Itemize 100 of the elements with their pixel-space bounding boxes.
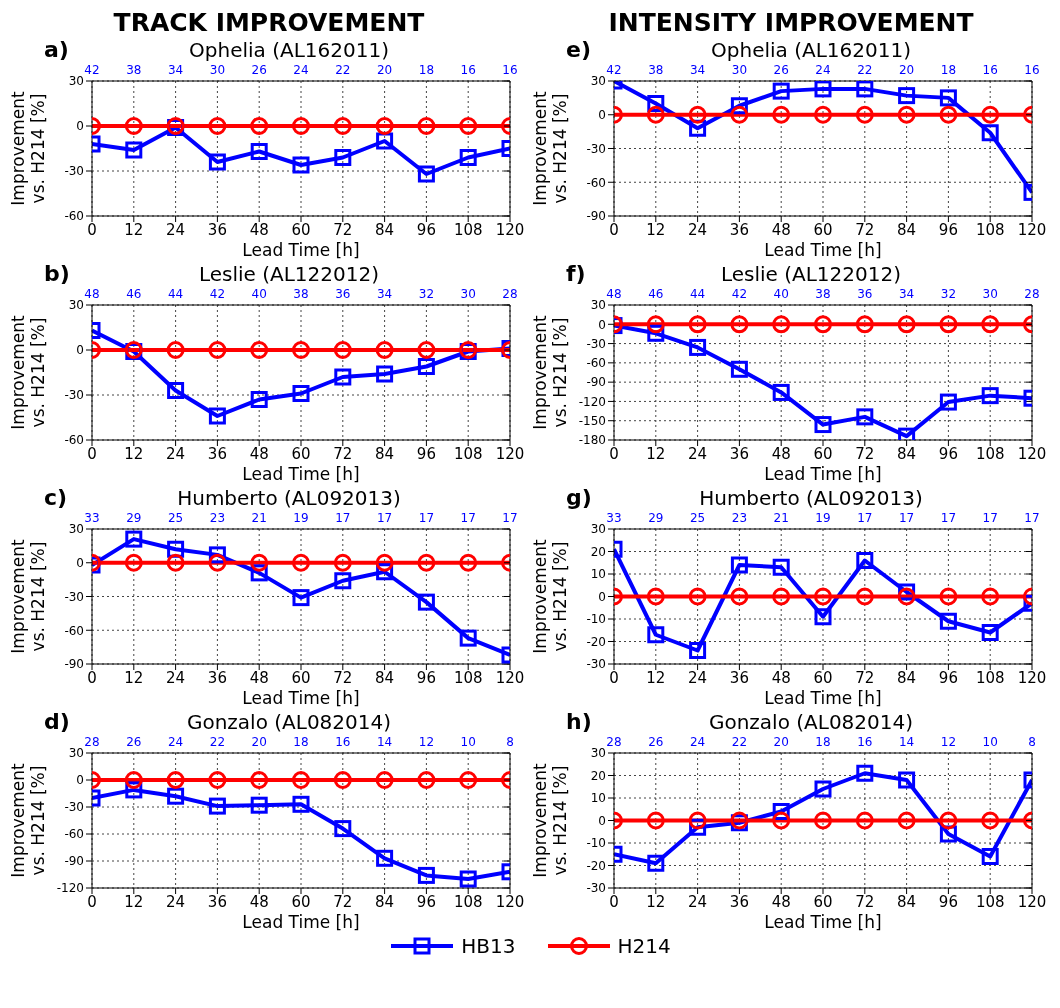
y-tick-label: -60 (64, 433, 84, 448)
y-tick-label: 0 (598, 589, 606, 604)
x-axis-title: Lead Time [h] (764, 240, 882, 260)
chart-subtitle: Humberto (AL092013) (177, 486, 401, 510)
text: 44 (689, 287, 706, 301)
y-tick-label: -20 (586, 858, 606, 873)
text: 17 (502, 511, 518, 525)
text: 30 (460, 287, 476, 301)
y-tick-label: 0 (598, 108, 606, 123)
text: 17 (898, 511, 915, 525)
text: 19 (815, 511, 831, 525)
text: 17 (857, 511, 873, 525)
y-tick-label: 30 (590, 746, 606, 761)
text: 14 (376, 735, 393, 749)
text: 16 (1024, 63, 1040, 77)
x-axis-title: Lead Time [h] (242, 912, 360, 932)
text: 16 (335, 735, 351, 749)
text: 36 (335, 287, 351, 301)
x-tick-label: 72 (855, 444, 875, 463)
y-tick-label: 0 (598, 317, 606, 332)
y-tick-label: -60 (586, 356, 606, 371)
x-tick-label: 120 (1017, 892, 1047, 911)
text: 21 (251, 511, 267, 525)
x-tick-label: 96 (938, 668, 958, 687)
y-tick-label: 0 (76, 556, 84, 571)
x-tick-label: 24 (166, 892, 186, 911)
text: 34 (898, 287, 915, 301)
x-tick-label: 72 (855, 668, 875, 687)
chart-title: INTENSITY IMPROVEMENT (607, 8, 975, 38)
text: 32 (940, 287, 957, 301)
x-tick-label: 36 (207, 892, 227, 911)
y-tick-label: -60 (64, 827, 84, 842)
x-tick-label: 108 (975, 444, 1005, 463)
text: 48 (84, 287, 100, 301)
x-tick-label: 36 (729, 892, 749, 911)
text: 28 (1024, 287, 1040, 301)
x-axis-title: Lead Time [h] (764, 464, 882, 484)
y-tick-label: -30 (586, 881, 606, 896)
x-tick-label: 36 (729, 668, 749, 687)
y-tick-label: 0 (76, 773, 84, 788)
y-axis-title: Improvement vs. H214 [%] (530, 538, 570, 654)
chart-subtitle: Ophelia (AL162011) (711, 38, 911, 62)
x-tick-label: 120 (495, 892, 525, 911)
x-tick-label: 36 (729, 220, 749, 239)
text: 16 (857, 735, 873, 749)
y-tick-label: -30 (64, 164, 84, 179)
text: 8 (1028, 735, 1036, 749)
x-tick-label: 24 (166, 220, 186, 239)
y-tick-label: -90 (64, 854, 84, 869)
text: 18 (815, 735, 831, 749)
text: 17 (418, 511, 435, 525)
x-tick-label: 84 (897, 668, 917, 687)
x-tick-label: 96 (416, 668, 436, 687)
chart-subtitle: Gonzalo (AL082014) (186, 710, 392, 734)
text: 20 (376, 63, 393, 77)
x-tick-label: 12 (124, 668, 144, 687)
y-tick-label: 20 (590, 544, 606, 559)
text: 12 (940, 735, 957, 749)
text: 36 (857, 287, 873, 301)
x-tick-label: 12 (646, 444, 666, 463)
text: 33 (84, 511, 100, 525)
text: 38 (648, 63, 664, 77)
text: 40 (773, 287, 789, 301)
text: 18 (293, 735, 309, 749)
x-tick-label: 84 (897, 892, 917, 911)
x-tick-label: 84 (897, 444, 917, 463)
text: 34 (376, 287, 393, 301)
x-tick-label: 12 (646, 220, 666, 239)
text: 38 (126, 63, 142, 77)
x-tick-label: 48 (771, 444, 791, 463)
x-tick-label: 72 (333, 892, 353, 911)
x-axis-title: Lead Time [h] (242, 240, 360, 260)
x-tick-label: 24 (688, 668, 708, 687)
y-axis-title: Improvement vs. H214 [%] (530, 762, 570, 878)
text: 28 (606, 735, 622, 749)
text: 17 (982, 511, 998, 525)
text: 19 (293, 511, 309, 525)
y-tick-label: 0 (76, 119, 84, 134)
y-tick-label: 10 (590, 567, 606, 582)
y-tick-label: 10 (590, 791, 606, 806)
text: 25 (689, 511, 706, 525)
text: g) (566, 485, 592, 510)
x-tick-label: 12 (124, 892, 144, 911)
text: 24 (167, 735, 184, 749)
text: 46 (648, 287, 664, 301)
text: 33 (606, 511, 622, 525)
chart-title: TRACK IMPROVEMENT (112, 8, 426, 38)
text: 24 (815, 63, 831, 77)
text: c) (44, 485, 68, 510)
x-tick-label: 60 (291, 220, 311, 239)
text: 42 (209, 287, 226, 301)
x-tick-label: 120 (495, 444, 525, 463)
text: 28 (502, 287, 518, 301)
text: h) (566, 709, 592, 734)
text: 30 (982, 287, 998, 301)
y-tick-label: -20 (586, 634, 606, 649)
y-tick-label: -10 (586, 836, 606, 851)
y-tick-label: -120 (56, 881, 84, 896)
y-tick-label: -90 (586, 375, 606, 390)
text: 32 (418, 287, 435, 301)
